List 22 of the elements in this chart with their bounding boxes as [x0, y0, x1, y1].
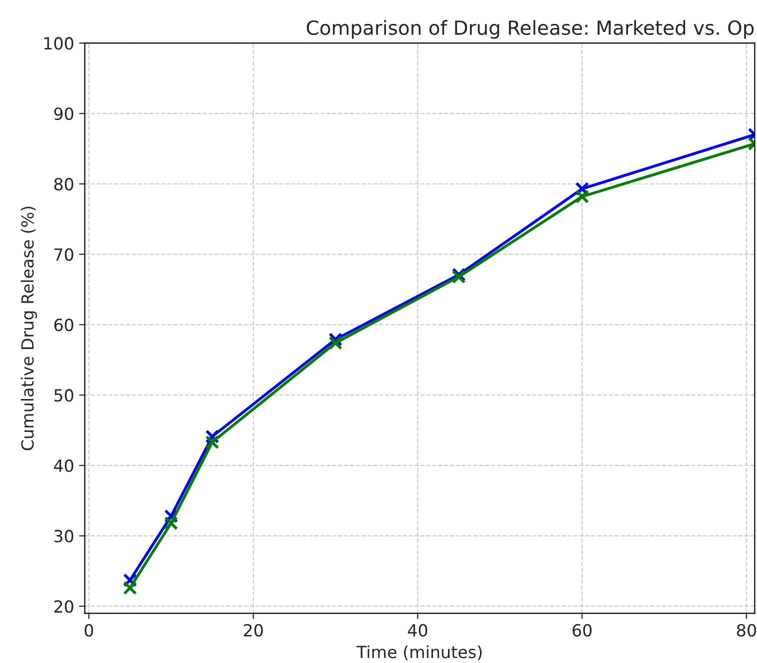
y-tick-label: 40 — [54, 459, 74, 472]
y-tick-label: 90 — [54, 107, 74, 120]
y-tick-label: 80 — [54, 178, 74, 190]
point — [205, 435, 220, 450]
y-tick-label: 50 — [54, 389, 74, 402]
y-tick-label: 30 — [54, 530, 74, 542]
x-tick-label: 80 — [737, 624, 756, 637]
y-tick-label: 60 — [54, 318, 74, 332]
y-tick-label: 70 — [54, 248, 74, 261]
point — [164, 516, 178, 530]
y-tick-label: 100 — [44, 37, 74, 50]
x-tick-label: 60 — [572, 624, 592, 637]
y-tick-label: 20 — [54, 600, 74, 613]
x-tick-label: 40 — [408, 624, 428, 637]
point — [328, 336, 342, 350]
x-tick-label: 20 — [244, 624, 263, 637]
point — [123, 580, 137, 595]
y-axis-title: Cumulative Drug Release (%) — [20, 206, 37, 450]
x-axis-title: Time (minutes) — [356, 645, 482, 660]
chart-title: Comparison of Drug Release: Marketed vs. Op — [306, 20, 754, 39]
point — [575, 190, 590, 204]
x-tick-label: 0 — [84, 624, 94, 637]
